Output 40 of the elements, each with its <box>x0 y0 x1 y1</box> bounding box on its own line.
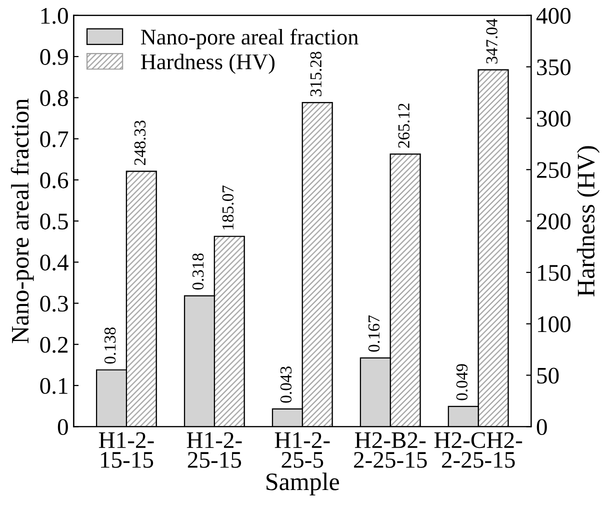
y-axis-title: Nano-pore areal fraction <box>10 98 34 344</box>
data-label: 0.138 <box>104 327 116 364</box>
y-tick-label: 0 <box>58 419 68 436</box>
data-label: 0.043 <box>280 366 292 403</box>
y-tick-label: 1.0 <box>41 8 68 24</box>
y2-tick-label: 0 <box>536 419 547 436</box>
y2-axis-title: Hardness (HV) <box>576 146 600 296</box>
y-tick-label: 0.5 <box>40 214 68 230</box>
y-tick-label: 0.3 <box>40 296 68 312</box>
data-label: 0.318 <box>192 253 204 290</box>
data-label: 0.167 <box>368 315 380 352</box>
data-label: 347.04 <box>486 18 498 64</box>
data-label: 315.28 <box>310 52 322 96</box>
y2-tick-label: 100 <box>538 316 570 332</box>
x-tick-label: H1-2- 25-15 <box>186 432 242 468</box>
x-tick-label: H2-CH2- 2-25-15 <box>434 432 522 468</box>
data-label: 0.049 <box>456 364 468 400</box>
x-tick-label: H2-B2- 2-25-15 <box>354 432 427 468</box>
y2-tick-label: 350 <box>537 59 570 76</box>
y2-tick-label: 150 <box>538 264 570 281</box>
y-tick-label: 0.8 <box>40 90 68 106</box>
y-tick-label: 0.6 <box>40 172 68 188</box>
x-tick-label: H1-2- 15-15 <box>98 432 154 468</box>
y2-tick-label: 200 <box>537 214 570 230</box>
y-tick-label: 0.7 <box>40 131 68 148</box>
y-tick-label: 0.4 <box>40 254 68 271</box>
x-tick-label: H1-2- 25-5 <box>274 432 330 468</box>
data-label: 185.07 <box>222 185 234 230</box>
y-tick-label: 0.9 <box>40 49 68 66</box>
data-label: 248.33 <box>134 120 146 166</box>
data-label: 265.12 <box>398 104 410 148</box>
y2-tick-label: 250 <box>537 162 570 178</box>
y2-tick-label: 50 <box>537 368 559 384</box>
x-axis-title: Sample <box>266 472 340 496</box>
y2-tick-label: 400 <box>536 8 570 24</box>
y-tick-label: 0.2 <box>40 336 68 353</box>
legend-label: Hardness (HV) <box>140 54 275 74</box>
y2-tick-label: 300 <box>537 110 570 127</box>
y-tick-label: 0.1 <box>40 378 68 394</box>
legend-label: Nano-pore areal fraction <box>140 28 358 50</box>
